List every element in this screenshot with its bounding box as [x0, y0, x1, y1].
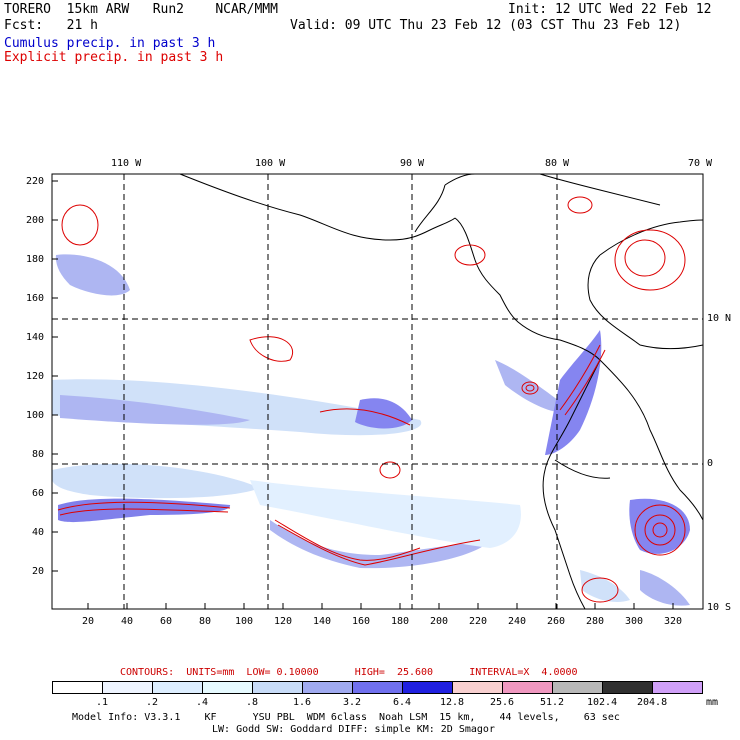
frame-ticks: [52, 180, 674, 609]
colorbar-label: 1.6: [293, 697, 312, 708]
x-tick-320: 320: [664, 616, 683, 627]
field-label-explicit: Explicit precip. in past 3 h: [4, 50, 224, 65]
forecast-hour: Fcst: 21 h: [4, 18, 98, 33]
colorbar-label: 25.6: [490, 697, 515, 708]
explicit-precip-contours: [57, 196, 686, 603]
colorbar-label: 3.2: [343, 697, 362, 708]
y-tick-160: 160: [26, 293, 45, 304]
valid-time: Valid: 09 UTC Thu 23 Feb 12 (03 CST Thu …: [290, 18, 682, 33]
colorbar-swatch: [52, 681, 103, 694]
colorbar-label: 204.8: [637, 697, 668, 708]
colorbar-label: .1: [96, 697, 109, 708]
lon-label-80w: 80 W: [545, 158, 570, 169]
lon-label-100w: 100 W: [255, 158, 286, 169]
x-tick-60: 60: [160, 616, 173, 627]
y-tick-220: 220: [26, 176, 45, 187]
colorbar-label: 102.4: [587, 697, 618, 708]
colorbar-label: .8: [246, 697, 259, 708]
colorbar-swatch: [152, 681, 203, 694]
x-tick-120: 120: [274, 616, 293, 627]
map-frame: [51, 173, 704, 610]
model-title: TORERO 15km ARW Run2 NCAR/MMM: [4, 2, 278, 17]
field-label-cumulus: Cumulus precip. in past 3 h: [4, 36, 216, 51]
lat-label-10n: 10 N: [707, 313, 732, 324]
colorbar-label: 12.8: [440, 697, 465, 708]
x-tick-100: 100: [235, 616, 254, 627]
colorbar-swatch: [252, 681, 303, 694]
x-tick-140: 140: [313, 616, 332, 627]
y-tick-200: 200: [26, 215, 45, 226]
y-tick-120: 120: [26, 371, 45, 382]
colorbar-swatch: [602, 681, 653, 694]
colorbar-swatch: [352, 681, 403, 694]
colorbar-units: mm: [706, 697, 719, 708]
lon-label-110w: 110 W: [111, 158, 142, 169]
y-tick-40: 40: [32, 527, 45, 538]
colorbar-label: .2: [146, 697, 159, 708]
y-tick-20: 20: [32, 566, 45, 577]
colorbar-swatch: [102, 681, 153, 694]
x-tick-260: 260: [547, 616, 566, 627]
colorbar-swatch: [202, 681, 253, 694]
y-tick-180: 180: [26, 254, 45, 265]
colorbar-swatch: [302, 681, 353, 694]
colorbar-swatch: [652, 681, 703, 694]
lon-label-90w: 90 W: [400, 158, 425, 169]
lat-label-0: 0: [707, 458, 714, 469]
y-tick-100: 100: [26, 410, 45, 421]
x-tick-160: 160: [352, 616, 371, 627]
colorbar-swatch: [452, 681, 503, 694]
lon-label-70w: 70 W: [688, 158, 713, 169]
colorbar-label: .4: [196, 697, 209, 708]
colorbar-label: 6.4: [393, 697, 412, 708]
contours-info: CONTOURS: UNITS=mm LOW= 0.10000 HIGH= 25…: [120, 667, 578, 678]
colorbar-swatch: [502, 681, 553, 694]
x-tick-180: 180: [391, 616, 410, 627]
colorbar-swatch: [552, 681, 603, 694]
colorbar-swatch: [402, 681, 453, 694]
x-tick-200: 200: [430, 616, 449, 627]
y-tick-140: 140: [26, 332, 45, 343]
x-tick-240: 240: [508, 616, 527, 627]
x-tick-280: 280: [586, 616, 605, 627]
x-tick-220: 220: [469, 616, 488, 627]
x-tick-20: 20: [82, 616, 95, 627]
lat-label-10s: 10 S: [707, 602, 732, 613]
x-tick-80: 80: [199, 616, 212, 627]
x-tick-40: 40: [121, 616, 134, 627]
init-time: Init: 12 UTC Wed 22 Feb 12: [508, 2, 712, 17]
coastlines: [179, 173, 704, 610]
y-tick-80: 80: [32, 449, 45, 460]
graticule: [52, 174, 703, 609]
x-tick-300: 300: [625, 616, 644, 627]
y-tick-60: 60: [32, 488, 45, 499]
physics-info: LW: Godd SW: Goddard DIFF: simple KM: 2D…: [212, 724, 495, 735]
model-info: Model Info: V3.3.1 KF YSU PBL WDM 6class…: [72, 712, 620, 723]
colorbar-label: 51.2: [540, 697, 565, 708]
